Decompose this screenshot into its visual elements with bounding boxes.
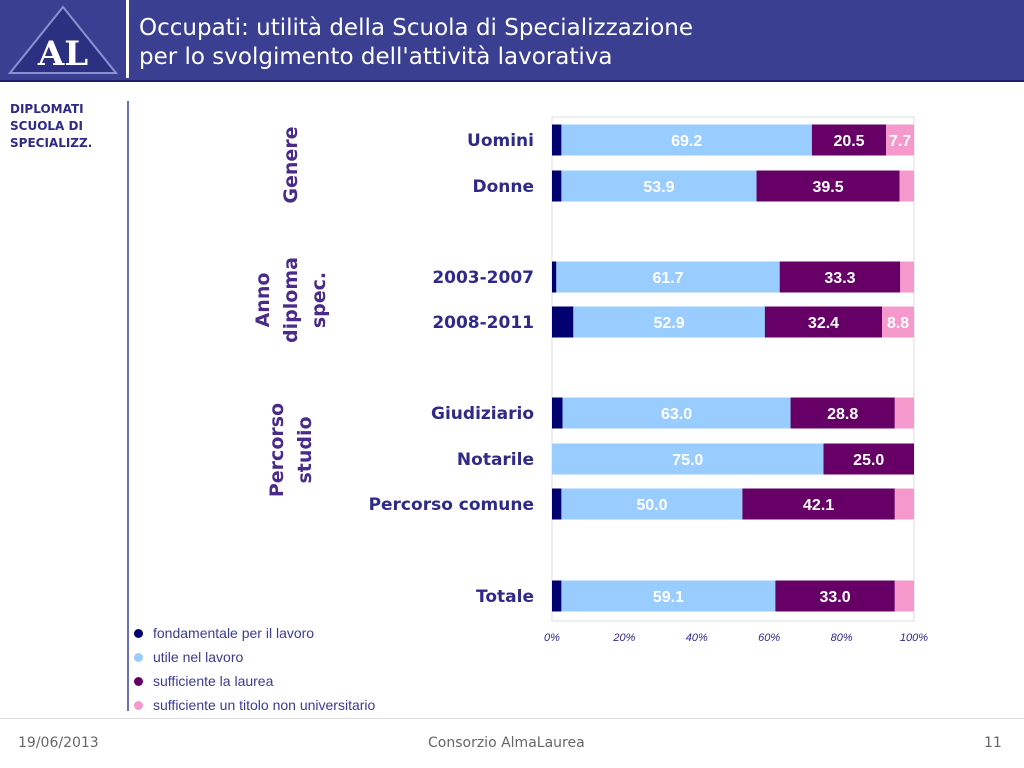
x-tick-label: 20%	[612, 632, 635, 644]
legend-label: utile nel lavoro	[153, 649, 244, 665]
vertical-divider	[127, 101, 129, 711]
legend-swatch	[134, 652, 143, 662]
bar-segment	[811, 124, 887, 156]
legend-label: sufficiente la laurea	[153, 673, 274, 689]
data-label: 53.9	[643, 179, 674, 196]
bar-segment	[561, 170, 757, 202]
data-label: 50.0	[636, 497, 667, 514]
category-label: Giudiziario	[431, 404, 534, 424]
data-label: 61.7	[652, 270, 683, 287]
bar-segment	[894, 397, 914, 429]
legend-swatch	[134, 700, 143, 710]
bar-segment	[552, 443, 824, 475]
footer-divider	[0, 718, 1024, 719]
group-label: studio	[294, 416, 316, 483]
page-number: 11	[984, 735, 1002, 751]
data-label: 52.9	[654, 315, 685, 332]
data-label: 63.0	[661, 406, 692, 423]
chart-legend: fondamentale per il lavoro utile nel lavo…	[134, 621, 375, 717]
bar-segment	[775, 580, 895, 612]
data-label: 59.1	[653, 589, 684, 606]
legend-label: sufficiente un titolo non universitario	[153, 697, 376, 713]
x-tick-label: 0%	[544, 632, 560, 644]
bar-segment	[552, 488, 562, 520]
group-label: Genere	[280, 126, 302, 203]
x-tick-label: 60%	[758, 632, 780, 644]
category-label: Totale	[476, 587, 534, 607]
x-tick-label: 40%	[686, 632, 708, 644]
data-label: 42.1	[803, 497, 834, 514]
header-bar: AL Occupati: utilità della Scuola di Spe…	[0, 0, 1024, 82]
legend-item: fondamentale per il lavoro	[134, 621, 375, 645]
bar-segment	[894, 488, 914, 520]
bar-segment	[552, 306, 574, 338]
bar-segment	[756, 170, 900, 202]
data-label: 20.5	[833, 133, 864, 150]
footer-date: 19/06/2013	[18, 735, 99, 751]
data-label: 33.3	[824, 270, 855, 287]
footer-organization: Consorzio AlmaLaurea	[428, 735, 585, 751]
bar-segment	[790, 397, 895, 429]
bar-segment	[552, 580, 562, 612]
bar-segment	[552, 170, 562, 202]
plot-frame	[551, 116, 915, 622]
data-label: 8.8	[887, 315, 909, 332]
x-tick-label: 80%	[831, 632, 853, 644]
bar-segment	[886, 124, 914, 156]
group-label: diploma	[280, 257, 302, 343]
bar-segment	[900, 261, 914, 293]
group-label: Anno	[252, 273, 274, 328]
group-label: Percorso	[266, 403, 288, 497]
legend-item: sufficiente un titolo non universitario	[134, 693, 375, 717]
bar-segment	[899, 170, 914, 202]
data-label: 7.7	[889, 133, 911, 150]
section-label: DIPLOMATI SCUOLA DI SPECIALIZZ.	[10, 102, 93, 150]
title-line-1: Occupati: utilità della Scuola di Specia…	[139, 15, 694, 41]
data-label: 75.0	[672, 452, 703, 469]
category-label: Uomini	[467, 131, 534, 151]
data-label: 39.5	[812, 179, 843, 196]
legend-item: sufficiente la laurea	[134, 669, 375, 693]
svg-text:AL: AL	[37, 34, 88, 74]
bar-segment	[882, 306, 914, 338]
bar-segment	[779, 261, 901, 293]
data-label: 69.2	[671, 133, 702, 150]
x-tick-label: 100%	[900, 632, 928, 644]
bar-segment	[561, 124, 812, 156]
title-line-2: per lo svolgimento dell'attività lavorat…	[139, 44, 613, 70]
category-label: 2008-2011	[432, 313, 534, 333]
bar-segment	[556, 261, 780, 293]
bar-segment	[742, 488, 895, 520]
data-label: 25.0	[853, 452, 884, 469]
legend-swatch	[134, 676, 143, 686]
category-label: Percorso comune	[369, 495, 534, 515]
bar-segment	[561, 488, 743, 520]
bar-segment	[562, 397, 791, 429]
category-label: 2003-2007	[432, 268, 534, 288]
category-label: Donne	[472, 177, 534, 197]
category-label: Notarile	[457, 450, 534, 470]
almalaurea-logo: AL	[0, 0, 129, 78]
page-title: Occupati: utilità della Scuola di Specia…	[139, 14, 999, 72]
stacked-bar-chart: 0% 20% 40% 60% 80% 100% Uomini 69.2 20.5 7.7 Donne…	[252, 116, 928, 644]
legend-swatch	[134, 628, 143, 638]
bar-segment	[561, 580, 776, 612]
data-label: 28.8	[827, 406, 858, 423]
bar-segment	[894, 580, 914, 612]
logo-diamond-icon: AL	[8, 5, 118, 74]
legend-item: utile nel lavoro	[134, 645, 375, 669]
group-label: spec.	[308, 272, 330, 328]
bar-segment	[764, 306, 883, 338]
data-label: 32.4	[808, 315, 839, 332]
bar-segment	[552, 124, 562, 156]
bar-segment	[552, 397, 563, 429]
bar-segment	[573, 306, 765, 338]
bar-segment	[823, 443, 914, 475]
legend-label: fondamentale per il lavoro	[153, 625, 315, 641]
bar-segment	[552, 261, 557, 293]
data-label: 33.0	[820, 589, 851, 606]
